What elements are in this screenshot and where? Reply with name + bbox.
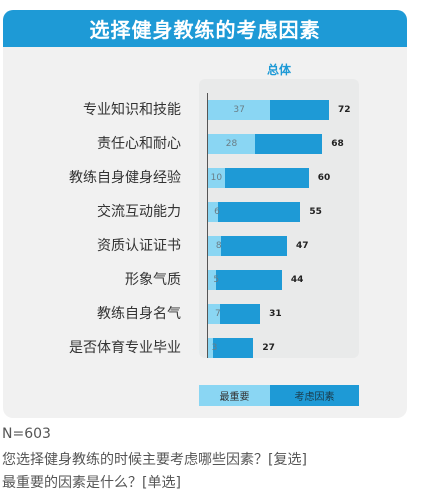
data-label-considered: 44 (290, 275, 304, 285)
category-label: 专业知识和技能 (83, 102, 181, 118)
bar-important (208, 338, 214, 358)
bar-important (208, 304, 220, 324)
category-label: 是否体育专业毕业 (69, 340, 181, 356)
category-label: 交流互动能力 (97, 204, 181, 220)
bar-considered (208, 304, 261, 324)
data-label-important: 3 (211, 343, 218, 353)
data-label-important: 5 (213, 275, 220, 285)
category-label: 责任心和耐心 (97, 136, 181, 152)
data-label-considered: 55 (309, 207, 322, 217)
data-label-considered: 31 (269, 309, 282, 319)
data-label-important: 10 (210, 173, 223, 183)
question-note-1: 您选择健身教练的时候主要考虑哪些因素？[复选] (2, 452, 307, 468)
sample-size-note: N=603 (2, 426, 51, 442)
legend-item-important: 最重要 (199, 385, 270, 406)
category-label: 形象气质 (125, 272, 181, 288)
data-label-important: 7 (215, 309, 221, 319)
bar-considered (208, 202, 301, 222)
bar-important (208, 236, 222, 256)
data-label-important: 28 (225, 139, 238, 149)
bar-important (208, 270, 217, 290)
category-label: 教练自身名气 (97, 306, 181, 322)
data-label-important: 6 (214, 207, 220, 217)
data-label-considered: 68 (331, 139, 344, 149)
bar-important (208, 202, 219, 222)
bar-considered (208, 270, 282, 290)
bar-considered (208, 168, 309, 188)
bar-important (208, 168, 225, 188)
legend-item-considered: 考虑因素 (270, 385, 359, 406)
y-axis-line (207, 93, 208, 358)
category-label: 资质认证证书 (97, 238, 181, 254)
bar-important (208, 100, 271, 120)
chart-title: 选择健身教练的考虑因素 (3, 10, 407, 47)
data-label-important: 37 (233, 105, 245, 115)
data-label-considered: 60 (317, 173, 331, 183)
bar-important (208, 134, 256, 154)
category-label: 教练自身健身经验 (69, 170, 181, 186)
data-label-considered: 47 (295, 241, 309, 251)
bar-considered (208, 338, 254, 358)
data-label-considered: 72 (337, 105, 351, 115)
question-note-2: 最重要的因素是什么？[单选] (2, 475, 181, 491)
bar-considered (208, 236, 287, 256)
data-label-important: 8 (215, 241, 222, 251)
data-label-considered: 27 (262, 343, 275, 353)
series-header: 总体 (266, 63, 291, 77)
